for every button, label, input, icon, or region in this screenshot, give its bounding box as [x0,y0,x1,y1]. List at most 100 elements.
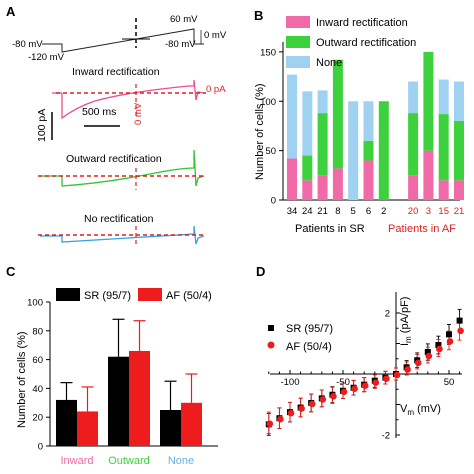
b-category-label: 21 [454,206,465,217]
b-ytick-label: 150 [260,47,276,58]
b-category-label: 5 [351,206,356,217]
b-bar-none-0 [287,74,297,159]
c-legend-swatch-sr [56,288,80,301]
c-legend-af: AF (50/4) [166,290,212,302]
b-bar-none-9 [438,79,449,115]
b-bar-none-2 [317,90,328,114]
d-legend-marker-sr [268,325,274,331]
b-legend-swatch-none [286,56,310,68]
c-bar-sr-inward [56,399,77,446]
d-legend-af: AF (50/4) [286,341,332,353]
b-ytick-label: 50 [265,146,276,157]
b-bar-outward-rectification-1 [302,155,313,181]
b-group-label-sr: Patients in SR [295,223,365,235]
trace-outward [40,149,205,187]
d-point-sr [446,331,452,338]
protocol-label-minus120: -120 mV [28,52,65,63]
panel-letter-d: D [256,264,265,279]
b-bar-inward-rectification-7 [408,175,419,200]
b-legend-outward: Outward rectification [316,37,416,49]
d-point-af [436,345,443,353]
trace-none [40,225,205,245]
b-category-label: 24 [302,206,313,217]
d-point-af [308,400,316,408]
b-bar-outward-rectification-8 [423,51,434,151]
d-point-sr [424,349,431,356]
d-point-af [266,420,274,428]
panel-d-chart: -100 -50 50 -2 2 Im (pA/pF) Vm (mV) SR (95/7… [265,292,464,442]
b-bar-inward-rectification-3 [332,168,343,200]
d-legend-marker-af [267,341,275,349]
d-point-af [319,396,327,403]
c-ytick-label: 60 [32,355,43,366]
b-legend-swatch-outward [286,36,310,48]
protocol-label-minus80-left: -80 mV [12,39,43,50]
b-bar-inward-rectification-9 [438,180,449,200]
d-point-af [287,409,295,417]
b-legend-none: None [316,57,342,69]
b-category-label: 21 [317,206,328,217]
d-point-af [340,388,348,396]
c-legend-sr: SR (95/7) [84,290,131,302]
d-ylabel-sub: m [404,336,413,343]
zero-pa-label: 0 pA [206,84,226,95]
c-category-label: None [168,455,194,467]
b-category-label: 8 [335,206,340,217]
c-bar-af-outward [129,350,150,446]
d-point-sr [435,342,442,349]
panel-letter-a: A [6,4,16,19]
d-point-af [277,415,284,423]
b-bar-inward-rectification-5 [363,160,374,200]
panel-letter-c: C [6,264,16,279]
protocol-label-minus80-right: -80 mV [165,39,196,50]
d-ylabel: Im (pA/pF) [399,297,413,346]
d-xtick-label: -100 [280,377,299,388]
d-point-af [425,352,433,360]
b-category-label: 2 [381,206,386,217]
b-bar-outward-rectification-3 [332,59,343,169]
b-bar-outward-rectification-6 [378,101,389,200]
d-xlabel-unit: (mV) [414,403,441,415]
b-bar-outward-rectification-2 [317,113,328,176]
trace-title-none: No rectification [84,213,154,225]
b-legend-swatch-inward [286,16,310,28]
d-point-af [330,393,337,400]
b-bar-outward-rectification-5 [363,140,374,161]
c-ytick-label: 0 [38,442,43,453]
c-bar-sr-outward [108,356,129,446]
d-xlabel: Vm (mV) [400,403,441,417]
b-category-label: 34 [287,206,298,217]
d-point-af [383,375,390,382]
b-bar-inward-rectification-2 [317,175,328,200]
b-bar-inward-rectification-1 [302,180,313,200]
c-bar-sr-none [160,410,181,446]
d-point-af [446,338,454,345]
d-xtick-label: 50 [444,377,455,388]
panel-c-chart: Number of cells (%) 0 20 40 60 80 100 Inward O… [16,288,218,467]
protocol-label-0: 0 mV [204,30,227,41]
d-point-af [351,385,358,393]
b-category-label: 6 [366,206,371,217]
b-category-label: 20 [408,206,419,217]
b-bar-outward-rectification-10 [454,121,464,181]
b-legend-inward: Inward rectification [316,17,408,29]
c-ytick-label: 80 [32,326,43,337]
trace-title-inward: Inward rectification [72,66,160,78]
c-category-label: Outward [108,455,150,467]
panel-a: -80 mV -120 mV 60 mV -80 mV 0 mV Inward … [12,14,227,246]
d-point-af [298,405,305,412]
zero-mv-label: 0 mV [133,102,144,125]
b-bar-none-10 [454,81,464,121]
b-bar-inward-rectification-10 [454,180,464,200]
b-group-label-af: Patients in AF [388,223,456,235]
scale-label-current: 100 pA [36,109,48,142]
d-point-af [414,359,422,367]
c-bar-af-inward [77,411,98,446]
b-bar-inward-rectification-8 [423,150,434,200]
trace-title-outward: Outward rectification [66,153,162,165]
c-category-label: Inward [60,455,93,467]
d-ytick-label: -2 [382,431,390,442]
b-bar-none-4 [348,101,359,200]
b-bar-inward-rectification-0 [287,158,297,200]
